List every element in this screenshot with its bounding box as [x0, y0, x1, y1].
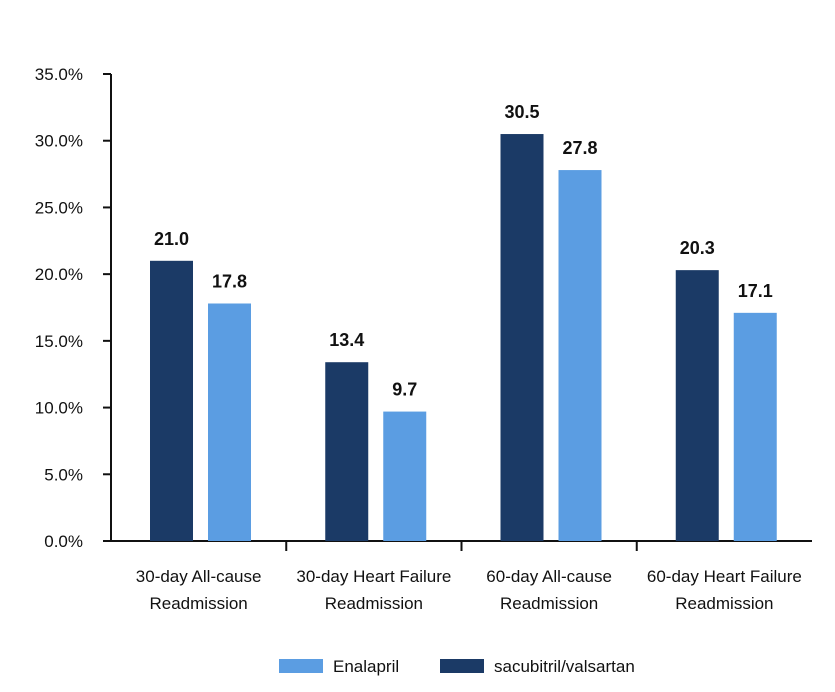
- y-tick-label: 30.0%: [35, 132, 83, 151]
- legend-label: Enalapril: [333, 657, 399, 676]
- data-label: 27.8: [562, 138, 597, 158]
- x-category-label: 60-day Heart Failure: [647, 567, 802, 586]
- data-label: 21.0: [154, 229, 189, 249]
- x-category-label: Readmission: [675, 594, 773, 613]
- y-tick-label: 35.0%: [35, 65, 83, 84]
- data-label: 20.3: [680, 238, 715, 258]
- x-category-label: Readmission: [325, 594, 423, 613]
- legend-label: sacubitril/valsartan: [494, 657, 635, 676]
- y-tick-label: 10.0%: [35, 399, 83, 418]
- x-category-label: 30-day All-cause: [136, 567, 262, 586]
- data-label: 30.5: [504, 102, 539, 122]
- y-tick-label: 0.0%: [44, 532, 83, 551]
- bar-sacubitril-valsartan-3: [675, 270, 719, 541]
- data-label: 17.8: [212, 271, 247, 291]
- y-tick-label: 25.0%: [35, 198, 83, 217]
- x-category-label: Readmission: [149, 594, 247, 613]
- bar-sacubitril-valsartan-1: [325, 362, 369, 541]
- bar-enalapril-1: [383, 411, 427, 541]
- bar-enalapril-2: [558, 170, 602, 541]
- y-tick-label: 5.0%: [44, 465, 83, 484]
- data-label: 17.1: [738, 281, 773, 301]
- bar-enalapril-3: [733, 312, 777, 541]
- legend: Enalapril sacubitril/valsartan: [279, 657, 635, 676]
- x-category-label: Readmission: [500, 594, 598, 613]
- data-label: 9.7: [392, 380, 417, 400]
- x-category-label: 60-day All-cause: [486, 567, 612, 586]
- x-category-label: 30-day Heart Failure: [296, 567, 451, 586]
- legend-swatch: [440, 659, 484, 673]
- bar-sacubitril-valsartan-2: [500, 134, 544, 542]
- data-label: 13.4: [329, 330, 364, 350]
- plot-area: 0.0% 5.0% 10.0% 15.0% 20.0% 25.0% 30.0% 35.0% 21…: [35, 65, 812, 613]
- y-tick-label: 20.0%: [35, 265, 83, 284]
- bar-enalapril-0: [208, 303, 251, 541]
- y-tick-label: 15.0%: [35, 332, 83, 351]
- legend-swatch: [279, 659, 323, 673]
- bar-sacubitril-valsartan-0: [150, 260, 193, 541]
